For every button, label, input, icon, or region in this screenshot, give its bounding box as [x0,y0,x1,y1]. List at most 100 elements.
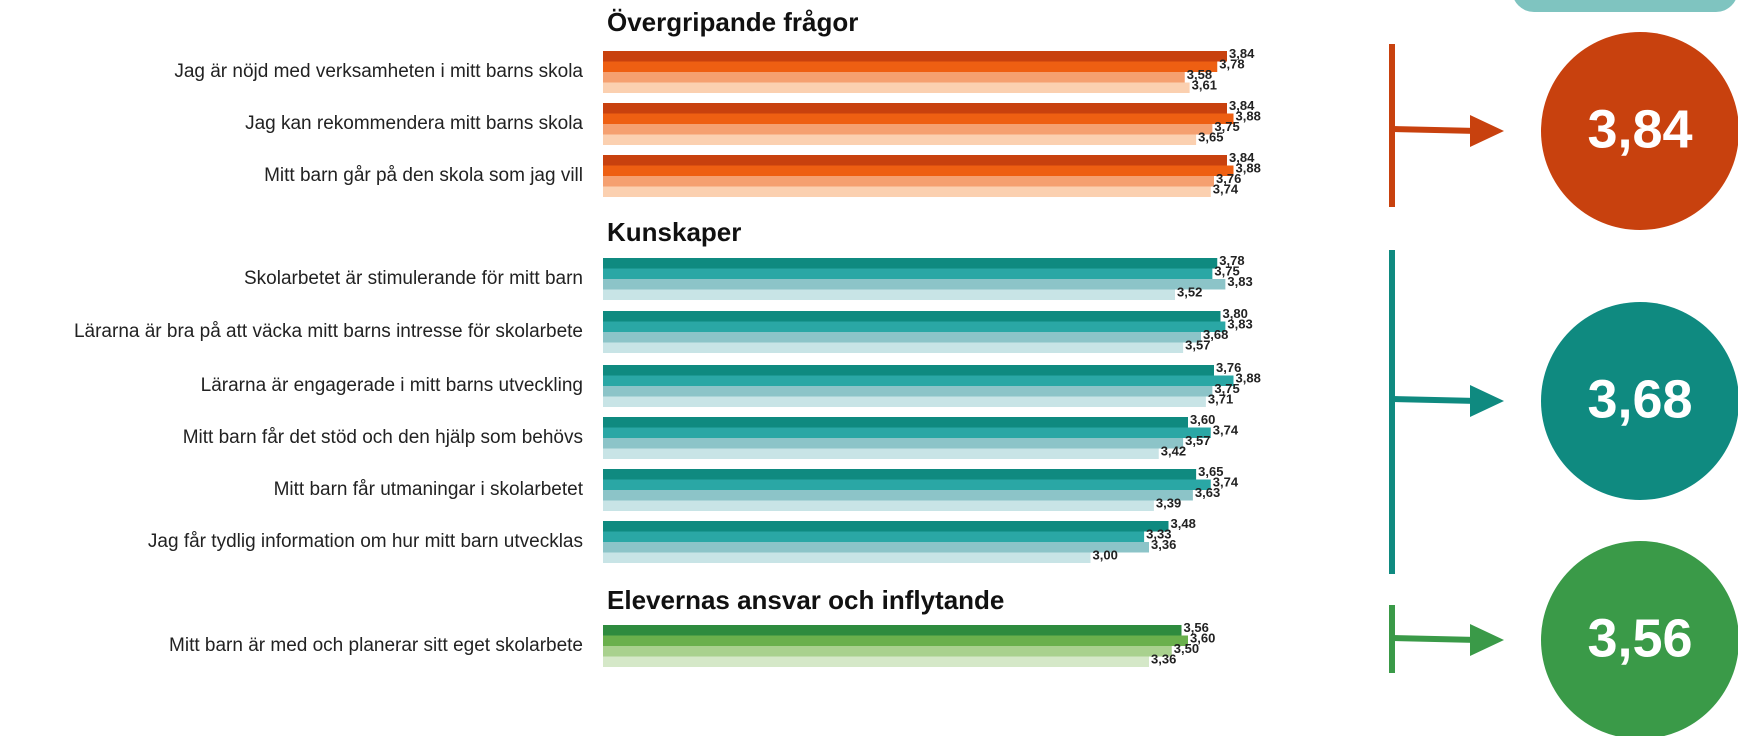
bar [603,82,1190,93]
value-label: 3,57 [1185,338,1210,353]
bar [603,448,1159,459]
value-label: 3,74 [1213,423,1239,438]
category-label: Lärarna är bra på att väcka mitt barns i… [74,321,583,342]
value-label: 3,78 [1219,253,1244,268]
bar [603,134,1197,145]
bar [603,321,1226,332]
bar [603,165,1234,176]
category-label: Mitt barn går på den skola som jag vill [264,165,583,186]
bar [603,365,1214,376]
bracket-arrow-shaft [1391,126,1479,134]
value-label: 3,39 [1156,496,1181,511]
value-label: 3,83 [1227,317,1252,332]
value-label: 3,63 [1195,485,1220,500]
value-label: 3,75 [1214,264,1239,279]
value-label: 3,65 [1198,130,1223,145]
value-label: 3,68 [1203,327,1228,342]
bar [603,375,1234,386]
category-label: Skolarbetet är stimulerande för mitt bar… [244,268,583,289]
summary-circle [1541,32,1738,230]
value-label: 3,48 [1171,516,1196,531]
value-label: 3,57 [1185,433,1210,448]
value-label: 3,83 [1227,274,1252,289]
bar [603,500,1154,511]
bar [603,186,1211,197]
value-label: 3,76 [1216,171,1241,186]
bar [603,332,1201,343]
value-label: 3,88 [1236,109,1261,124]
category-label: Lärarna är engagerade i mitt barns utvec… [201,375,583,396]
category-label: Mitt barn är med och planerar sitt eget … [169,635,583,656]
bracket-arrow-shaft [1391,635,1479,643]
bracket-arrow-head [1470,385,1504,417]
value-label: 3,78 [1219,57,1244,72]
value-label: 3,36 [1151,537,1176,552]
bar [603,635,1188,646]
bar [603,61,1218,72]
category-label: Jag kan rekommendera mitt barns skola [245,113,583,134]
bar [603,176,1214,187]
value-label: 3,58 [1187,67,1212,82]
bar [603,268,1213,279]
bar [603,311,1221,322]
bar [603,542,1149,553]
value-label: 3,80 [1223,306,1248,321]
bar [603,386,1213,397]
value-label: 3,52 [1177,285,1202,300]
bar [603,396,1206,407]
value-label: 3,42 [1161,444,1186,459]
value-label: 3,84 [1229,98,1255,113]
bar [603,51,1227,62]
bracket-arrow-head [1470,115,1504,147]
bar [603,124,1213,135]
value-label: 3,76 [1216,360,1241,375]
value-label: 3,75 [1214,381,1239,396]
value-label: 3,74 [1213,182,1239,197]
value-label: 3,71 [1208,392,1233,407]
value-label: 3,75 [1214,119,1239,134]
category-label: Mitt barn får det stöd och den hjälp som… [183,427,583,448]
bar [603,289,1175,300]
bar [603,258,1218,269]
bar [603,656,1149,667]
value-label: 3,60 [1190,412,1215,427]
value-label: 3,88 [1236,161,1261,176]
value-label: 3,50 [1174,641,1199,656]
category-label: Jag är nöjd med verksamheten i mitt barn… [174,61,583,82]
section-title: Övergripande frågor [607,7,858,37]
bar [603,469,1197,480]
summary-label: 3,56 [1587,608,1692,668]
bar [603,646,1172,657]
value-label: 3,61 [1192,78,1217,93]
value-label: 3,56 [1184,620,1209,635]
value-label: 3,65 [1198,464,1223,479]
bar [603,625,1182,636]
value-label: 3,74 [1213,475,1239,490]
bar [603,552,1091,563]
section-title: Kunskaper [607,217,741,247]
bar [603,342,1184,353]
bar [603,490,1193,501]
bar [603,479,1211,490]
bar [603,103,1227,114]
summary-circle [1541,302,1738,500]
summary-circle [1541,541,1738,736]
bar [603,113,1234,124]
bar [603,279,1226,290]
value-label: 3,84 [1229,150,1255,165]
bar [603,438,1184,449]
bar [603,155,1227,166]
value-label: 3,88 [1236,371,1261,386]
bar [603,521,1169,532]
category-label: Mitt barn får utmaningar i skolarbetet [274,479,584,500]
value-label: 3,84 [1229,46,1255,61]
bar [603,72,1185,83]
bar [603,531,1145,542]
bar [603,417,1188,428]
bracket-arrow-head [1470,624,1504,656]
summary-label: 3,84 [1587,99,1692,159]
value-label: 3,33 [1146,527,1171,542]
value-label: 3,60 [1190,631,1215,646]
value-label: 3,00 [1093,548,1118,563]
